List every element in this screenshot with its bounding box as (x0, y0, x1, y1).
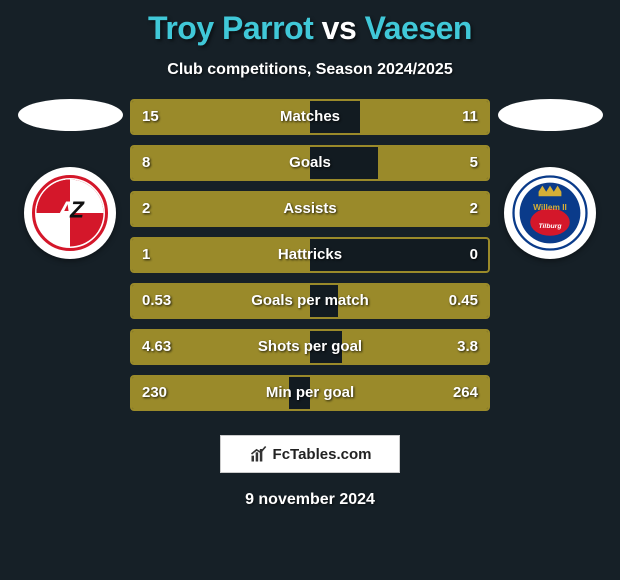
brand-badge[interactable]: FcTables.com (220, 435, 400, 473)
svg-text:Willem II: Willem II (533, 202, 567, 212)
comparison-arena: A Z 1511Matches 85Goals 22Assists 10Hattric… (0, 99, 620, 421)
stat-label: Goals (132, 147, 488, 179)
svg-text:Z: Z (69, 197, 85, 223)
stat-row: 1511Matches (130, 99, 490, 135)
svg-text:Tilburg: Tilburg (538, 223, 562, 230)
stat-label: Hattricks (132, 239, 488, 271)
player1-silhouette (18, 99, 123, 131)
subtitle: Club competitions, Season 2024/2025 (0, 61, 620, 79)
stat-row: 0.530.45Goals per match (130, 283, 490, 319)
stat-label: Assists (132, 193, 488, 225)
team2-badge: Willem II Tilburg (504, 167, 596, 259)
stat-row: 10Hattricks (130, 237, 490, 273)
title-player2: Vaesen (365, 10, 472, 46)
right-player-column: Willem II Tilburg (490, 99, 610, 421)
brand-text: FcTables.com (273, 446, 372, 463)
stat-row: 230264Min per goal (130, 375, 490, 411)
date-text: 9 november 2024 (0, 491, 620, 509)
chart-icon (249, 444, 269, 464)
stat-row: 22Assists (130, 191, 490, 227)
left-player-column: A Z (10, 99, 130, 421)
stat-label: Matches (132, 101, 488, 133)
title-vs: vs (322, 10, 357, 46)
title-player1: Troy Parrot (148, 10, 313, 46)
stat-label: Min per goal (132, 377, 488, 409)
stat-label: Shots per goal (132, 331, 488, 363)
az-logo-icon: A Z (32, 175, 108, 251)
willem-logo-icon: Willem II Tilburg (512, 175, 588, 251)
player2-silhouette (498, 99, 603, 131)
team1-badge: A Z (24, 167, 116, 259)
stats-list: 1511Matches 85Goals 22Assists 10Hattricks 0.… (130, 99, 490, 421)
stat-row: 4.633.8Shots per goal (130, 329, 490, 365)
page-title: Troy Parrot vs Vaesen (0, 0, 620, 47)
stat-label: Goals per match (132, 285, 488, 317)
stat-row: 85Goals (130, 145, 490, 181)
